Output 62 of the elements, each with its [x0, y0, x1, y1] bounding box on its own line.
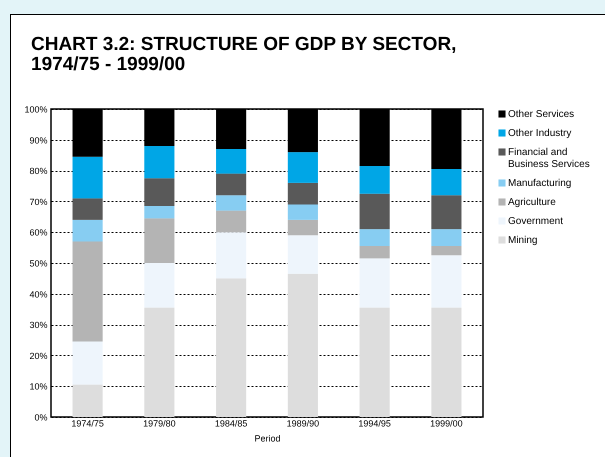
- bar: [288, 182, 318, 204]
- bar: [72, 220, 103, 242]
- y-tick-label: 0%: [34, 412, 48, 422]
- y-tick-label: 60%: [29, 228, 48, 238]
- bar: [216, 174, 246, 196]
- x-tick-label: 1999/00: [430, 418, 463, 428]
- bar: [360, 246, 390, 258]
- bar: [144, 206, 174, 218]
- bar: [360, 166, 390, 194]
- bar: [216, 195, 246, 211]
- legend-label: Mining: [508, 235, 538, 246]
- bar: [72, 156, 103, 198]
- y-tick-label: 20%: [29, 350, 48, 361]
- x-tick-label: 1984/85: [214, 418, 248, 428]
- bar: [288, 220, 318, 236]
- bar: [216, 278, 246, 417]
- bar: [144, 178, 174, 206]
- bar: [431, 229, 462, 246]
- bar: [431, 195, 462, 230]
- bar: [431, 246, 462, 256]
- x-axis-title: Period: [254, 434, 281, 444]
- bar: [431, 308, 462, 417]
- chart-title: CHART 3.2: STRUCTURE OF GDP BY SECTOR, 1974/75 - 1999/00: [31, 34, 458, 75]
- y-tick-label: 30%: [29, 320, 48, 330]
- bar: [288, 152, 318, 183]
- bar: [431, 255, 462, 308]
- bar: [431, 169, 462, 196]
- y-tick-label: 50%: [29, 258, 48, 268]
- y-tick-label: 80%: [29, 166, 48, 176]
- x-tick-label: 1974/75: [71, 418, 104, 428]
- bar: [360, 258, 390, 308]
- bar: [216, 210, 246, 232]
- legend-label: Manufacturing: [508, 178, 572, 189]
- bar: [144, 308, 174, 417]
- bar: [360, 194, 390, 230]
- y-tick-label: 10%: [29, 382, 48, 392]
- legend-label: Other Industry: [508, 128, 572, 139]
- bar: [216, 232, 246, 278]
- y-tick-label: 70%: [29, 196, 48, 207]
- legend-label: Financial and Business Services: [508, 147, 590, 170]
- bar: [288, 204, 318, 220]
- bar: [72, 241, 103, 342]
- x-tick-label: 1994/95: [358, 418, 391, 428]
- y-tick-label: 40%: [29, 289, 48, 300]
- bar: [144, 146, 174, 178]
- bar: [72, 384, 103, 417]
- bar: [360, 308, 390, 417]
- bar: [144, 218, 174, 263]
- y-tick-label: 90%: [29, 135, 48, 146]
- legend-label: Other Services: [508, 109, 574, 120]
- x-tick-label: 1989/90: [286, 418, 320, 428]
- bar: [288, 235, 318, 274]
- legend-label: Government: [508, 216, 564, 227]
- legend-label: Agriculture: [508, 197, 556, 208]
- bar: [288, 274, 318, 417]
- bar: [144, 263, 174, 308]
- bar: [72, 198, 103, 220]
- bar: [216, 149, 246, 174]
- x-tick-label: 1979/80: [143, 418, 176, 428]
- bar: [72, 342, 103, 385]
- y-tick-label: 100%: [24, 104, 48, 114]
- bar: [360, 229, 390, 246]
